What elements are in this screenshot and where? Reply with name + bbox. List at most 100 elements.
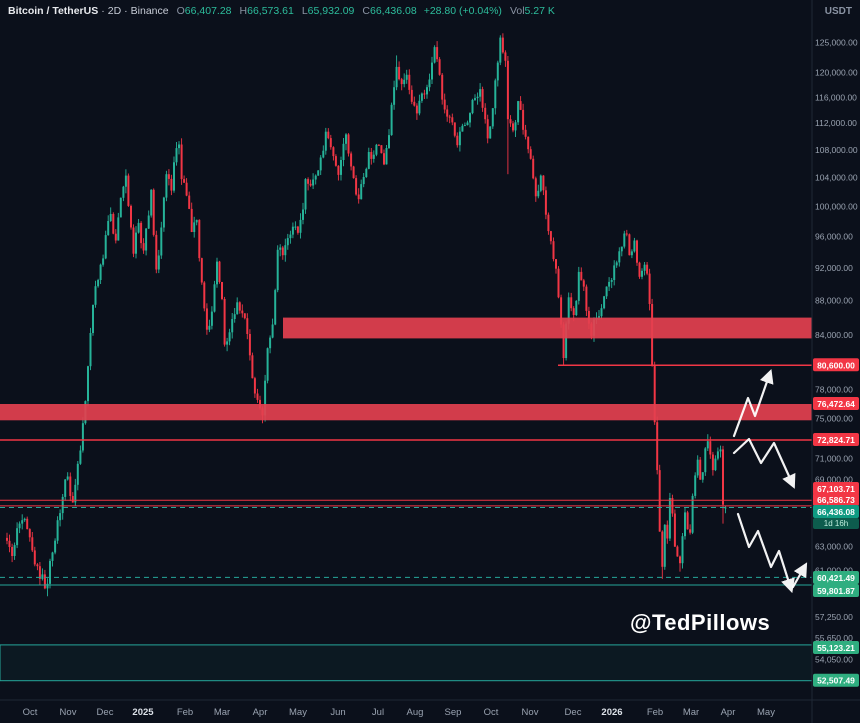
candle <box>704 447 707 476</box>
candle <box>471 98 474 115</box>
candle <box>388 129 390 149</box>
time-tick-label: Apr <box>253 707 268 718</box>
candle <box>38 562 41 585</box>
candle <box>59 509 62 527</box>
candle <box>236 297 239 315</box>
svg-text:66,586.73: 66,586.73 <box>817 495 855 505</box>
watermark: @TedPillows <box>630 610 771 635</box>
candle <box>223 296 226 347</box>
candle <box>600 304 603 320</box>
candle <box>238 301 241 314</box>
candle <box>463 122 466 127</box>
candle <box>200 257 203 285</box>
candle <box>248 329 251 361</box>
candle <box>643 262 646 276</box>
candle <box>603 295 606 310</box>
candle <box>294 221 297 231</box>
candle <box>684 507 686 540</box>
candle <box>679 555 681 572</box>
projection-arrow[interactable] <box>791 562 808 589</box>
time-tick-label: Feb <box>647 707 663 718</box>
candle <box>362 173 365 188</box>
interval-label[interactable]: 2D <box>107 5 122 17</box>
close-value: 66,436.08 <box>369 5 417 17</box>
candle <box>233 308 236 323</box>
candle <box>544 186 547 220</box>
legend-separator: · <box>124 5 128 17</box>
candle <box>413 96 416 107</box>
time-tick-year: 2026 <box>601 707 622 718</box>
candle <box>26 516 29 530</box>
demand-box-lower[interactable] <box>0 644 812 682</box>
supply-zone-lower[interactable] <box>0 404 812 421</box>
projection-arrow[interactable] <box>732 437 796 489</box>
candle <box>99 263 102 284</box>
candle <box>49 558 51 589</box>
projection-arrow[interactable] <box>736 512 795 594</box>
time-tick-label: Feb <box>177 707 193 718</box>
candle <box>165 170 168 202</box>
levels-layer <box>0 364 812 586</box>
time-axis[interactable]: Oct Nov Dec 2025 Feb Mar Apr May Jun Jul Aug Sep Oct… <box>0 699 860 718</box>
candle <box>11 543 14 563</box>
candle <box>496 60 499 87</box>
candle <box>327 128 330 140</box>
time-tick-label: Dec <box>565 707 582 718</box>
candle <box>613 260 616 286</box>
candle <box>329 134 332 150</box>
candle <box>542 175 545 196</box>
candle <box>66 472 69 481</box>
candle <box>190 202 193 233</box>
candle <box>372 150 375 163</box>
supply-zone-upper[interactable] <box>283 317 812 339</box>
candle <box>724 506 727 514</box>
candle <box>446 105 449 122</box>
candle <box>221 281 223 301</box>
price-tick-label: 69,000.00 <box>815 475 853 485</box>
candle <box>719 445 722 458</box>
candle <box>140 221 143 249</box>
candle <box>203 281 206 312</box>
price-tick-label: 55,650.00 <box>815 633 853 643</box>
candle <box>666 520 669 544</box>
candle <box>54 538 57 555</box>
drawings-layer[interactable] <box>732 368 808 594</box>
time-tick-label: Aug <box>407 707 424 718</box>
low-label: L <box>301 5 308 17</box>
candle <box>23 517 26 522</box>
projection-arrow[interactable] <box>732 368 774 438</box>
time-tick-label: Nov <box>60 707 77 718</box>
candle <box>243 313 246 320</box>
price-badge-green: 60,421.49 <box>813 571 859 584</box>
candle <box>112 212 115 235</box>
candle <box>625 229 628 237</box>
price-axis[interactable]: 125,000.00 120,000.00 116,000.00 112,000.00… <box>811 0 859 723</box>
change-value: +28.80 (+0.04%) <box>423 5 502 17</box>
price-tick-label: 100,000.00 <box>815 202 858 212</box>
candle <box>64 479 67 501</box>
candle <box>380 145 383 154</box>
price-tick-label: 96,000.00 <box>815 232 853 242</box>
candle <box>509 115 512 127</box>
candle <box>89 327 92 371</box>
candle <box>81 417 84 453</box>
candle <box>633 237 636 253</box>
chart-legend: Bitcoin / TetherUS · 2D · Binance O 66,40… <box>8 5 558 17</box>
open-label: O <box>176 5 185 17</box>
candle <box>347 133 350 157</box>
candle <box>441 73 444 105</box>
price-badge-red: 72,824.71 <box>813 433 859 446</box>
candle <box>532 155 535 180</box>
candle <box>405 69 408 84</box>
candle <box>451 113 454 126</box>
currency-label[interactable]: USDT <box>824 6 852 17</box>
candle <box>648 268 651 311</box>
candle <box>253 376 256 398</box>
candle <box>345 133 347 151</box>
candle <box>537 184 540 199</box>
candle <box>119 197 122 218</box>
symbol-title[interactable]: Bitcoin / TetherUS <box>8 5 99 17</box>
candle <box>127 173 130 207</box>
candle <box>162 196 165 232</box>
